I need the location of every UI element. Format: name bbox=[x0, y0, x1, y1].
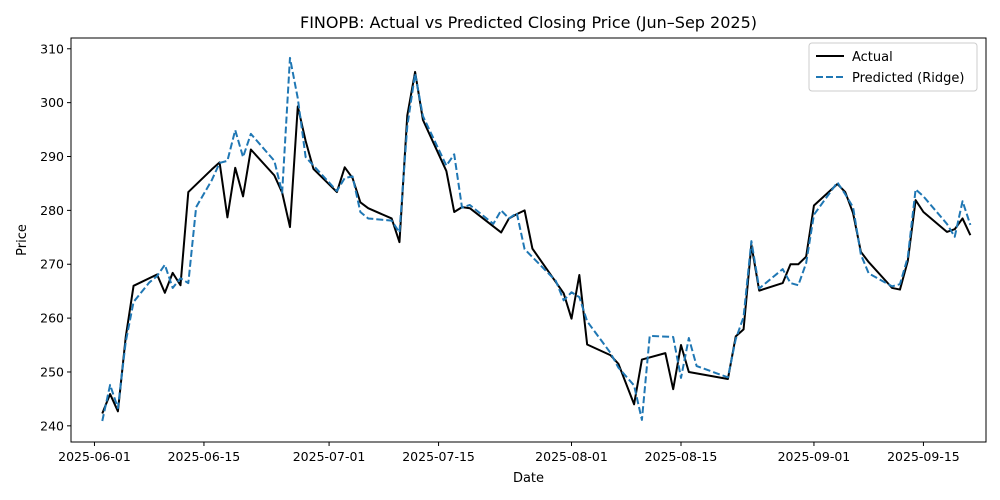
y-tick-label: 260 bbox=[40, 311, 64, 326]
y-tick-label: 290 bbox=[40, 149, 64, 164]
x-tick-label: 2025-08-01 bbox=[535, 449, 608, 464]
series-layer bbox=[101, 56, 972, 422]
legend-label-predicted: Predicted (Ridge) bbox=[852, 71, 964, 86]
y-tick-label: 240 bbox=[40, 418, 64, 433]
axes-layer: 2025-06-01 2025-06-15 2025-07-01 2025-07-15… bbox=[40, 37, 987, 464]
legend: Actual Predicted (Ridge) bbox=[808, 42, 978, 92]
y-tick-label: 310 bbox=[40, 41, 64, 56]
legend-frame bbox=[808, 42, 978, 92]
x-axis-label: Date bbox=[513, 471, 544, 486]
x-tick-label: 2025-08-15 bbox=[645, 449, 718, 464]
x-tick-label: 2025-06-15 bbox=[168, 449, 241, 464]
x-tick-label: 2025-07-01 bbox=[293, 449, 366, 464]
y-tick-label: 300 bbox=[40, 95, 64, 110]
x-tick-label: 2025-09-01 bbox=[778, 449, 851, 464]
legend-label-actual: Actual bbox=[852, 50, 893, 65]
x-tick-label: 2025-06-01 bbox=[58, 449, 131, 464]
x-tick-label: 2025-07-15 bbox=[402, 449, 475, 464]
y-tick-label: 250 bbox=[40, 364, 64, 379]
y-tick-label: 270 bbox=[40, 257, 64, 272]
x-tick-label: 2025-09-15 bbox=[887, 449, 960, 464]
plot-frame bbox=[70, 37, 987, 443]
y-axis-label: Price bbox=[15, 224, 30, 256]
chart-title: FINOPB: Actual vs Predicted Closing Pric… bbox=[300, 13, 757, 32]
series-line-predicted-ridge bbox=[101, 56, 972, 422]
y-tick-label: 280 bbox=[40, 203, 64, 218]
